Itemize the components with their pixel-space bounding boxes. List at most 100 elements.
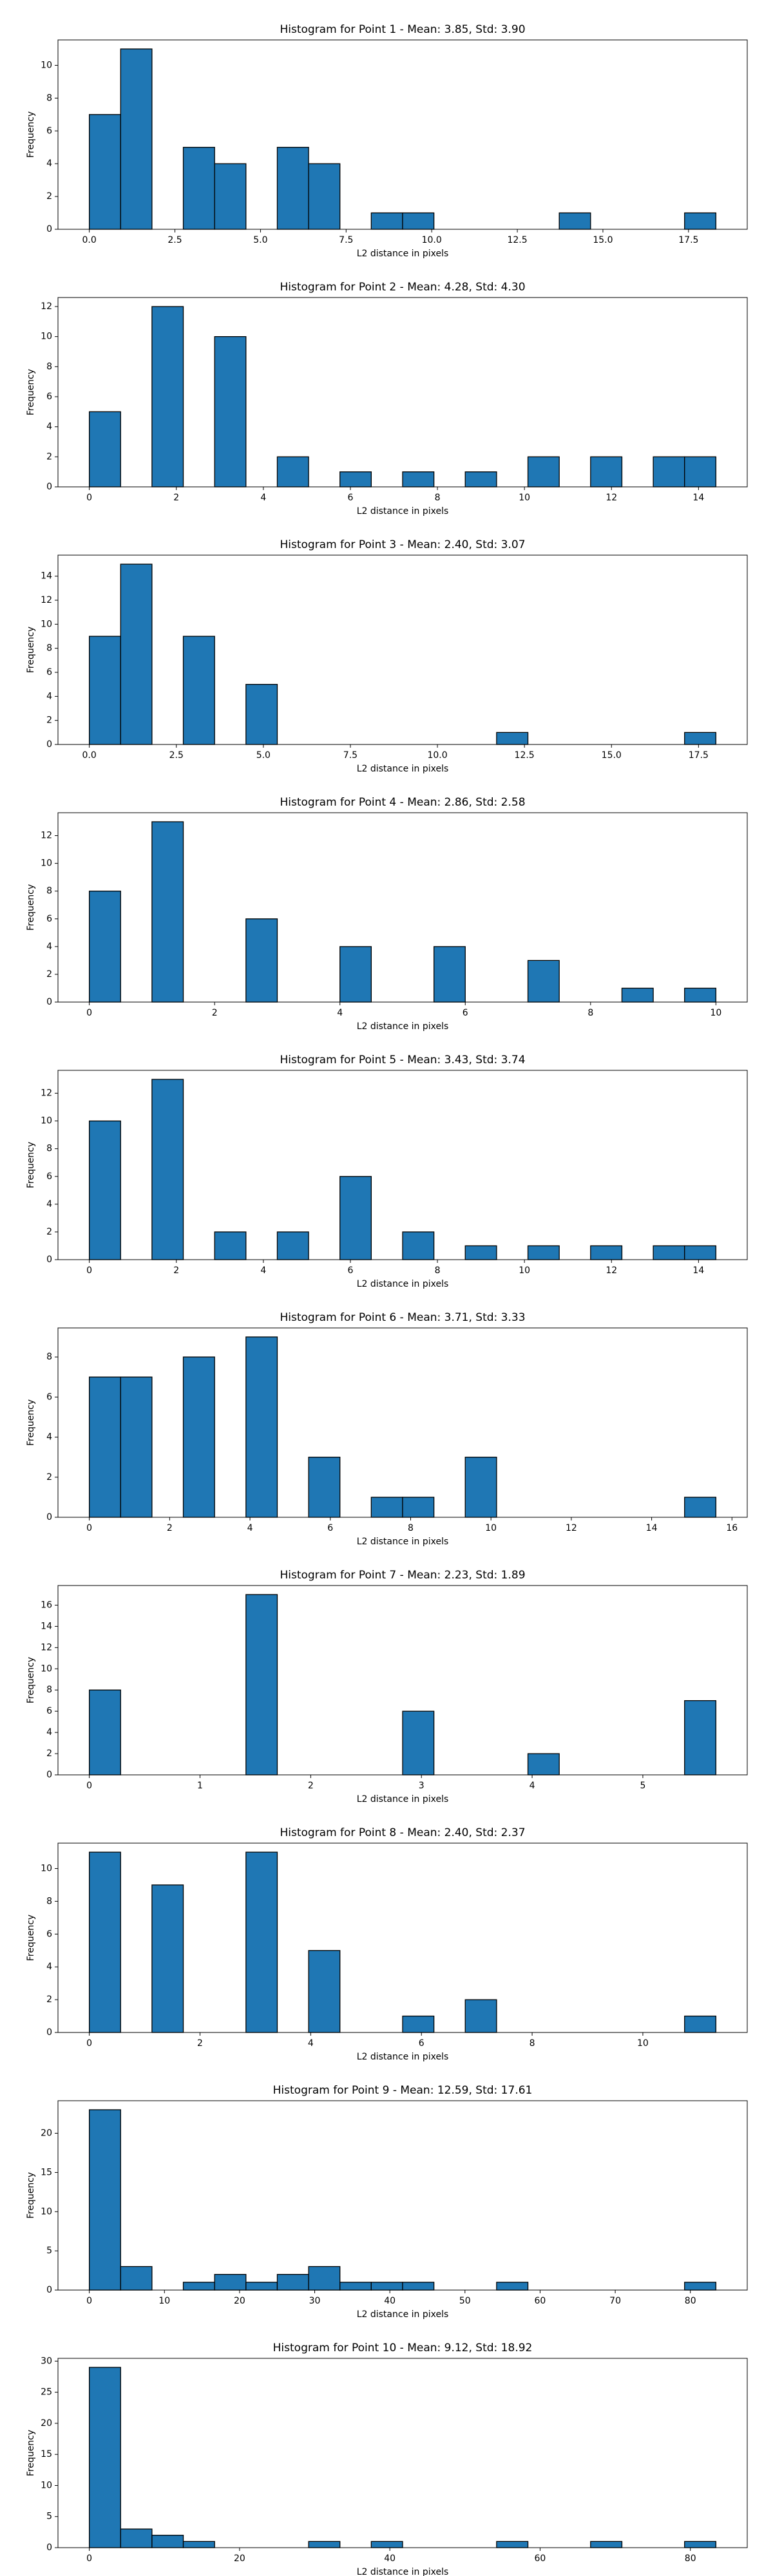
bar [339,1176,372,1260]
subplot: Histogram for Point 10 - Mean: 9.12, Std… [26,2342,748,2576]
x-tick-label: 6 [347,1265,353,1276]
bar [308,1457,341,1518]
x-tick-label: 2.5 [167,235,182,245]
subplot: Histogram for Point 7 - Mean: 2.23, Std:… [26,1569,748,1804]
y-tick-label: 4 [46,1727,52,1738]
x-tick-label: 0.0 [82,750,97,761]
y-tick-label: 8 [46,1144,52,1154]
chart-title: Histogram for Point 1 - Mean: 3.85, Std:… [280,23,525,36]
x-tick-label: 4 [337,1008,343,1018]
bar [120,2528,153,2548]
x-tick-label: 14 [646,1523,658,1533]
subplot: Histogram for Point 2 - Mean: 4.28, Std:… [26,281,748,516]
subplot: Histogram for Point 3 - Mean: 2.40, Std:… [26,538,748,774]
y-tick-label: 6 [46,1171,52,1182]
x-tick-label: 17.5 [678,235,698,245]
y-tick-label: 10 [41,1116,52,1126]
x-tick-label: 2 [167,1523,173,1533]
x-tick-label: 2 [173,493,179,503]
x-tick-label: 12 [566,1523,577,1533]
y-tick-label: 0 [46,1512,52,1522]
x-tick-label: 12 [606,493,617,503]
bar [590,1245,623,1260]
x-tick-label: 14 [692,1265,704,1276]
chart-title: Histogram for Point 6 - Mean: 3.71, Std:… [280,1311,525,1324]
y-tick-label: 10 [41,60,52,70]
y-tick-label: 6 [46,1392,52,1402]
bar [402,1231,435,1260]
y-tick-label: 10 [41,1863,52,1873]
x-axis-label: L2 distance in pixels [357,2567,449,2576]
x-tick-label: 4 [260,1265,266,1276]
x-axis-label: L2 distance in pixels [357,2309,449,2320]
x-tick-label: 4 [308,2038,314,2049]
bar [151,2535,184,2548]
bar [558,212,591,230]
chart-title: Histogram for Point 2 - Mean: 4.28, Std:… [280,281,525,294]
y-tick-label: 8 [46,1352,52,1362]
chart-title: Histogram for Point 7 - Mean: 2.23, Std:… [280,1569,525,1582]
bar [276,456,309,488]
bar [684,987,717,1003]
bar [370,1497,403,1518]
y-tick-label: 8 [46,643,52,654]
x-tick-label: 16 [726,1523,738,1533]
bar [151,1884,184,2033]
x-tick-label: 17.5 [689,750,709,761]
bar [308,163,341,230]
y-tick-label: 2 [46,1994,52,2005]
y-tick-label: 8 [46,93,52,103]
x-tick-label: 0 [86,493,92,503]
y-tick-label: 14 [41,1621,52,1631]
y-axis-label: Frequency [26,884,36,931]
axes-frame [57,1842,748,2033]
x-tick-label: 2 [212,1008,218,1018]
y-tick-label: 2 [46,451,52,462]
bar [245,918,278,1003]
bar [684,1700,717,1776]
y-tick-label: 20 [41,2128,52,2139]
y-axis-label: Frequency [26,1657,36,1703]
x-tick-label: 10 [710,1008,721,1018]
y-axis-label: Frequency [26,2172,36,2219]
bar [276,147,309,230]
x-tick-label: 0 [86,1265,92,1276]
y-axis-label: Frequency [26,111,36,158]
x-tick-label: 80 [685,2553,696,2564]
x-tick-label: 4 [260,493,266,503]
x-tick-label: 6 [347,493,353,503]
bar [120,48,153,230]
bar [182,1356,215,1518]
y-tick-label: 10 [41,2480,52,2490]
x-tick-label: 8 [435,1265,441,1276]
y-tick-label: 4 [46,691,52,701]
y-tick-label: 2 [46,1472,52,1482]
axes-frame [57,2100,748,2291]
bar [120,1376,153,1518]
chart-title: Histogram for Point 4 - Mean: 2.86, Std:… [280,796,525,809]
x-tick-label: 2 [197,2038,203,2049]
x-tick-label: 70 [609,2296,621,2306]
bar [88,636,121,745]
x-tick-label: 10 [158,2296,170,2306]
subplot: Histogram for Point 5 - Mean: 3.43, Std:… [26,1054,748,1289]
y-tick-label: 10 [41,332,52,342]
chart-title: Histogram for Point 10 - Mean: 9.12, Std… [273,2342,533,2354]
y-axis-label: Frequency [26,1915,36,1961]
y-axis-label: Frequency [26,627,36,673]
bar [88,1852,121,2033]
y-tick-label: 6 [46,126,52,136]
bar [621,987,654,1003]
y-tick-label: 15 [41,2449,52,2459]
bar [308,1950,341,2033]
axes-frame [57,39,748,230]
bar [214,336,247,488]
y-tick-label: 0 [46,482,52,492]
x-tick-label: 20 [234,2553,245,2564]
x-tick-label: 6 [463,1008,468,1018]
y-tick-label: 6 [46,1706,52,1716]
x-axis-label: L2 distance in pixels [357,764,449,774]
x-tick-label: 80 [685,2296,696,2306]
chart-title: Histogram for Point 8 - Mean: 2.40, Std:… [280,1826,525,1839]
bar [402,1710,435,1776]
